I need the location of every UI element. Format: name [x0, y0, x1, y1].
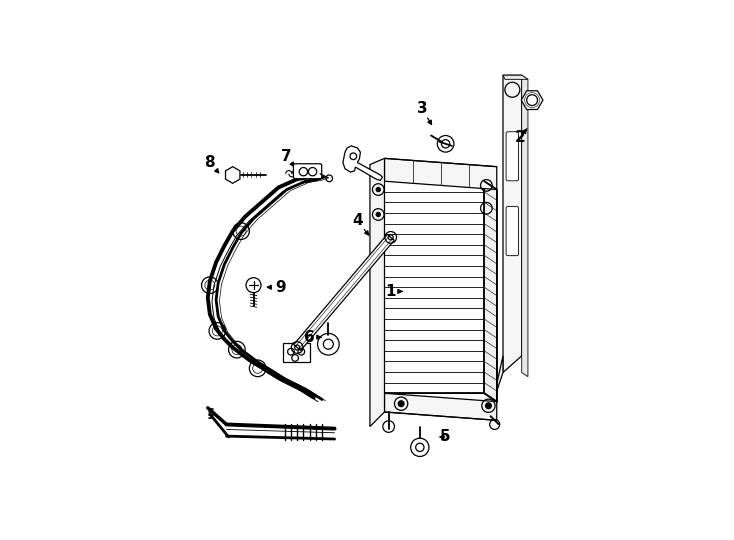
Polygon shape — [208, 281, 218, 300]
Polygon shape — [484, 181, 497, 402]
Text: 7: 7 — [281, 149, 292, 164]
Text: 1: 1 — [385, 284, 396, 299]
Polygon shape — [216, 246, 233, 265]
Circle shape — [485, 403, 491, 409]
Text: 9: 9 — [275, 280, 286, 295]
Text: 4: 4 — [352, 213, 363, 228]
Polygon shape — [503, 75, 528, 79]
Polygon shape — [210, 262, 225, 283]
Polygon shape — [241, 354, 258, 362]
Polygon shape — [210, 314, 225, 331]
Polygon shape — [522, 75, 528, 377]
Polygon shape — [233, 348, 250, 356]
Polygon shape — [225, 339, 241, 349]
Polygon shape — [370, 158, 385, 427]
Polygon shape — [227, 424, 335, 439]
Polygon shape — [385, 158, 497, 190]
Polygon shape — [225, 231, 241, 248]
Polygon shape — [343, 146, 382, 180]
Polygon shape — [310, 175, 324, 179]
FancyBboxPatch shape — [294, 164, 321, 179]
Polygon shape — [297, 177, 318, 181]
Polygon shape — [277, 377, 305, 389]
Polygon shape — [278, 179, 305, 190]
Polygon shape — [294, 234, 394, 350]
Polygon shape — [385, 393, 497, 420]
Text: 2: 2 — [515, 130, 525, 145]
Circle shape — [376, 212, 380, 217]
Polygon shape — [208, 298, 218, 316]
FancyBboxPatch shape — [506, 132, 519, 181]
Text: 5: 5 — [440, 429, 450, 444]
Circle shape — [399, 401, 404, 407]
Polygon shape — [250, 360, 268, 368]
Polygon shape — [283, 343, 310, 362]
Polygon shape — [260, 366, 285, 379]
FancyBboxPatch shape — [506, 207, 519, 255]
Polygon shape — [233, 217, 253, 233]
Circle shape — [376, 187, 380, 192]
Polygon shape — [216, 329, 233, 341]
Text: 3: 3 — [417, 101, 427, 116]
Polygon shape — [297, 387, 322, 400]
Polygon shape — [497, 356, 503, 391]
Polygon shape — [503, 75, 522, 373]
Polygon shape — [245, 202, 270, 219]
Text: 8: 8 — [205, 155, 215, 170]
Polygon shape — [262, 187, 287, 204]
Text: 6: 6 — [305, 329, 315, 345]
